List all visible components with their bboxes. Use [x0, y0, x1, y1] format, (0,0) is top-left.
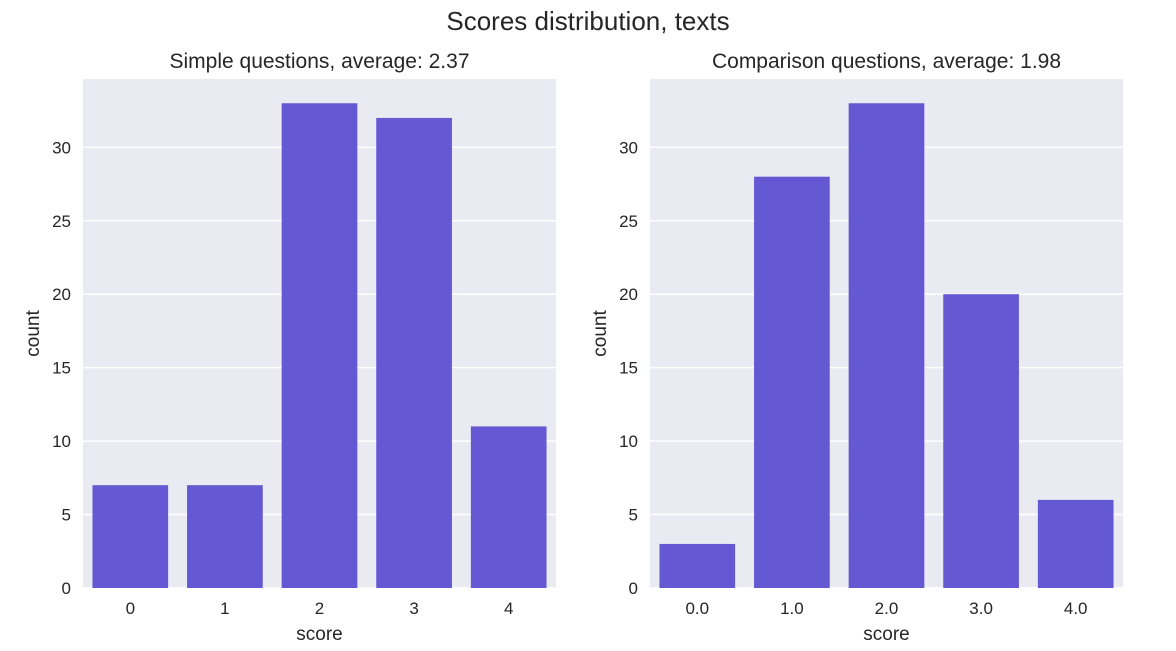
- y-tick-label: 30: [619, 138, 638, 157]
- bar-1.0: [754, 176, 830, 588]
- bar-1: [187, 485, 263, 588]
- y-tick-label: 20: [619, 285, 638, 304]
- y-tick-label: 25: [619, 212, 638, 231]
- bar-3.0: [943, 294, 1019, 588]
- y-tick-label: 10: [619, 432, 638, 451]
- x-axis-label: score: [296, 624, 342, 645]
- x-axis-label: score: [863, 624, 909, 645]
- x-tick-label: 3: [409, 599, 418, 618]
- subplot-title: Comparison questions, average: 1.98: [712, 50, 1061, 73]
- bar-4.0: [1037, 499, 1114, 588]
- chart-panel-comparison: 0.0 1.0 2.0 3.0 4.0 0 5 10 15 20 25 30 Comparison qu…: [590, 50, 1123, 645]
- y-tick-label: 20: [52, 285, 71, 304]
- y-axis-label: count: [23, 310, 44, 357]
- chart-panel-simple: 0 1 2 3 4 0 5 10 15 20 25 30 Simple questions, avera…: [23, 50, 556, 645]
- x-tick-label: 0.0: [685, 599, 709, 618]
- subplot-title: Simple questions, average: 2.37: [169, 50, 469, 73]
- x-tick-label: 0: [126, 599, 135, 618]
- y-tick-label: 30: [52, 138, 71, 157]
- y-tick-label: 5: [629, 506, 638, 525]
- x-tick-label: 2: [315, 599, 324, 618]
- bar-0: [92, 485, 169, 588]
- bar-2.0: [848, 103, 925, 588]
- x-tick-label: 3.0: [969, 599, 993, 618]
- x-tick-label: 1: [220, 599, 229, 618]
- y-axis-label: count: [590, 310, 611, 357]
- x-tick-label: 1.0: [780, 599, 804, 618]
- y-tick-label: 15: [619, 359, 638, 378]
- figure-title: Scores distribution, texts: [446, 6, 730, 36]
- bar-0.0: [659, 543, 736, 588]
- y-tick-label: 0: [629, 579, 638, 598]
- x-tick-label: 2.0: [875, 599, 899, 618]
- bar-4: [470, 426, 547, 588]
- x-tick-label: 4: [504, 599, 513, 618]
- y-tick-label: 10: [52, 432, 71, 451]
- y-tick-label: 5: [62, 506, 71, 525]
- y-tick-label: 25: [52, 212, 71, 231]
- bar-3: [376, 117, 452, 588]
- x-tick-label: 4.0: [1064, 599, 1088, 618]
- y-tick-label: 15: [52, 359, 71, 378]
- bar-2: [281, 103, 358, 588]
- y-tick-label: 0: [62, 579, 71, 598]
